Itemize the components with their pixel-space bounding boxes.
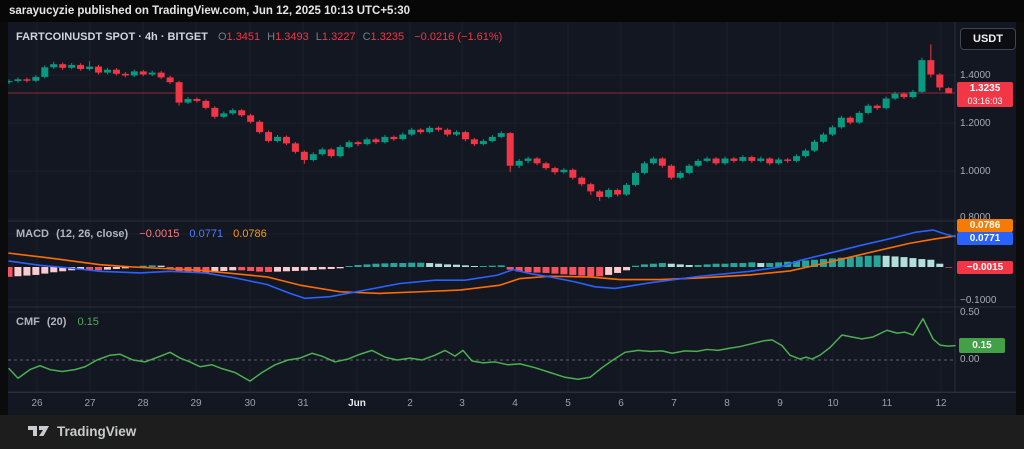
price-tick: 1.0000 <box>960 166 991 177</box>
time-label: 6 <box>618 398 624 409</box>
cmf-legend: CMF (20) 0.15 <box>16 316 99 328</box>
time-label: 31 <box>297 398 309 409</box>
ohlc-values: O1.3451 H1.3493 L1.3227 C1.3235 <box>211 31 404 43</box>
symbol-legend: FARTCOINUSDT SPOT · 4h · BITGET O1.3451 H… <box>16 31 502 43</box>
ohlc-value: 1.3235 <box>370 31 405 43</box>
ohlc-value: 1.3451 <box>226 31 261 43</box>
time-label: 9 <box>777 398 783 409</box>
cmf-value-label: 0.15 <box>959 338 1005 353</box>
time-label: 8 <box>724 398 730 409</box>
time-label: 2 <box>407 398 413 409</box>
last-price-label: 1.3235 03:16:03 <box>957 82 1013 107</box>
cmf-value: 0.15 <box>77 316 99 328</box>
time-label: 7 <box>671 398 677 409</box>
ohlc-value: 1.3227 <box>321 31 356 43</box>
macd-hist-value: −0.0015 <box>139 228 180 240</box>
ohlc-value: 1.3493 <box>275 31 309 43</box>
tradingview-logo-icon <box>28 426 49 436</box>
time-label: 11 <box>881 398 893 409</box>
time-scale[interactable]: 26 27 28 29 30 31 Jun 2 3 4 5 6 7 8 9 10 11 12 <box>8 392 1016 416</box>
footer-bar: TradingView <box>0 415 1024 449</box>
macd-line-value: 0.0771 <box>189 228 224 240</box>
time-label: 4 <box>512 398 518 409</box>
cmf-title: CMF <box>16 316 40 328</box>
currency-toggle-button[interactable]: USDT <box>960 28 1016 50</box>
macd-signal-value: 0.0786 <box>233 228 267 240</box>
cmf-tick: 0.50 <box>960 307 980 318</box>
time-label: Jun <box>348 398 366 409</box>
price-tick: 0.8000 <box>960 212 991 223</box>
macd-axis-label: 0.0786 <box>957 219 1013 232</box>
cmf-params: (20) <box>46 316 67 328</box>
macd-axis-label: 0.0771 <box>957 232 1013 245</box>
symbol-title: FARTCOINUSDT SPOT · 4h · BITGET <box>16 31 208 43</box>
time-label: 26 <box>31 398 43 409</box>
bar-countdown: 03:16:03 <box>967 96 1003 106</box>
time-label: 28 <box>137 398 149 409</box>
ohlc-key: H <box>267 31 276 43</box>
ohlc-key: O <box>217 31 227 43</box>
time-label: 12 <box>935 398 947 409</box>
macd-title: MACD <box>16 228 49 240</box>
macd-tick: −0.1000 <box>960 295 997 306</box>
time-label: 29 <box>190 398 202 409</box>
price-tick: 1.4000 <box>960 70 991 81</box>
time-label: 27 <box>84 398 96 409</box>
macd-axis-label: −0.0015 <box>957 261 1013 274</box>
tradingview-brand-text: TradingView <box>57 423 137 439</box>
macd-legend: MACD (12, 26, close) −0.0015 0.0771 0.07… <box>16 228 267 240</box>
change-value: −0.0216 (−1.61%) <box>414 31 503 43</box>
time-label: 10 <box>827 398 839 409</box>
chart-container: FARTCOINUSDT SPOT · 4h · BITGET O1.3451 H… <box>8 22 1016 415</box>
tradingview-logo-link[interactable]: TradingView <box>28 423 136 439</box>
cmf-tick: 0.00 <box>960 354 980 365</box>
chart-canvas[interactable] <box>8 22 1016 415</box>
publish-header: sarayucyzie published on TradingView.com… <box>0 0 1024 22</box>
publish-header-text: sarayucyzie published on TradingView.com… <box>9 5 411 17</box>
price-scale[interactable]: 1.4000 1.2000 1.0000 0.8000 1.3235 03:16:03 0.… <box>955 22 1016 392</box>
time-label: 30 <box>244 398 256 409</box>
time-label: 3 <box>459 398 465 409</box>
time-label: 5 <box>565 398 571 409</box>
macd-params: (12, 26, close) <box>56 228 129 240</box>
price-tick: 1.2000 <box>960 118 991 129</box>
ohlc-key: C <box>362 31 371 43</box>
ohlc-key: L <box>315 31 322 43</box>
